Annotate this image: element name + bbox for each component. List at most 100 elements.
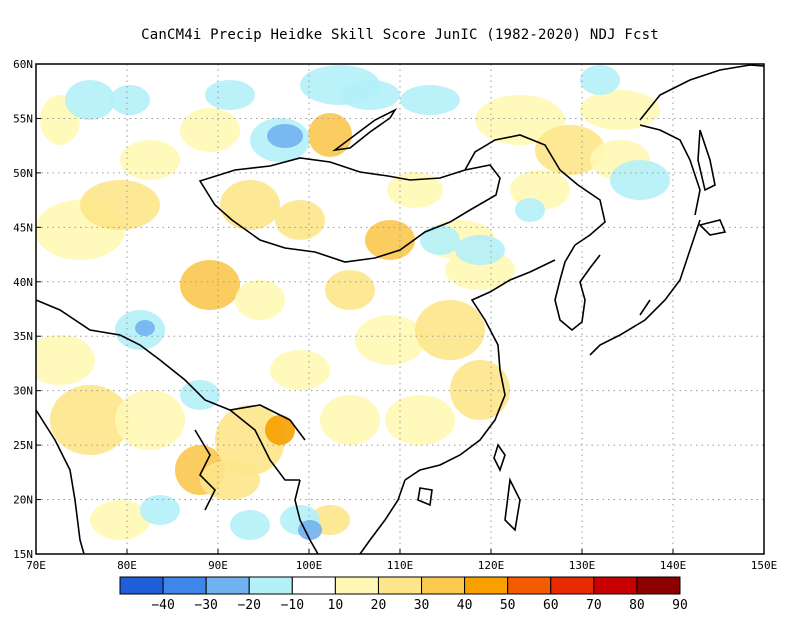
far-east-coast <box>639 64 764 216</box>
colorbar-swatch <box>593 576 638 595</box>
skill-contour-patch <box>80 180 160 230</box>
skill-field <box>36 65 670 540</box>
lat-tick-label: 55N <box>13 112 33 125</box>
skill-contour-patch <box>275 200 325 240</box>
taiwan <box>493 443 506 473</box>
skill-contour-patch <box>475 95 565 145</box>
lat-tick-label: 20N <box>13 494 33 507</box>
skill-contour-patch <box>580 65 620 95</box>
colorbar-swatch <box>119 576 164 595</box>
colorbar-labels: −40 −30 −20 −10 10 20 30 40 50 60 70 80 90 <box>151 598 687 613</box>
colorbar-label: 60 <box>543 598 559 613</box>
skill-contour-patch <box>230 510 270 540</box>
skill-contour-patch <box>320 395 380 445</box>
skill-contour-patch <box>135 320 155 336</box>
colorbar-label: 90 <box>672 598 688 613</box>
lat-tick-label: 60N <box>13 58 33 71</box>
lat-tick-label: 40N <box>13 276 33 289</box>
colorbar-swatch <box>248 576 293 595</box>
skill-contour-patch <box>235 280 285 320</box>
lon-tick-label: 140E <box>660 559 687 572</box>
colorbar-label: 80 <box>629 598 645 613</box>
hokkaido-coast <box>698 219 727 236</box>
skill-contour-patch <box>90 500 150 540</box>
coastlines-borders <box>36 64 764 554</box>
skill-contour-patch <box>140 495 180 525</box>
plot-frame <box>35 63 765 555</box>
colorbar-label: 30 <box>414 598 430 613</box>
skill-contour-patch <box>400 85 460 115</box>
grid-lines <box>35 63 765 555</box>
lake-baikal <box>332 108 398 152</box>
skill-contour-patch <box>270 350 330 390</box>
lat-tick-label: 45N <box>13 221 33 234</box>
colorbar-swatch <box>377 576 423 595</box>
lon-tick-label: 120E <box>478 559 505 572</box>
skill-contour-patch <box>205 80 255 110</box>
lon-tick-label: 80E <box>117 559 137 572</box>
colorbar-label: 70 <box>586 598 602 613</box>
skill-contour-patch <box>535 125 605 175</box>
colorbar-label: 10 <box>328 598 344 613</box>
skill-contour-patch <box>365 220 415 260</box>
skill-contour-patch <box>120 140 180 180</box>
lat-tick-label: 15N <box>13 548 33 561</box>
skill-contour-patch <box>415 300 485 360</box>
colorbar-label: 50 <box>500 598 516 613</box>
hainan <box>417 487 433 507</box>
skill-contour-patch <box>65 80 115 120</box>
skill-contour-patch <box>355 315 425 365</box>
skill-contour-patch <box>267 124 303 148</box>
skill-contour-patch <box>450 360 510 420</box>
lon-tick-label: 150E <box>751 559 778 572</box>
sakhalin <box>697 129 716 192</box>
korea-coast <box>554 244 601 332</box>
skill-contour-patch <box>610 160 670 200</box>
mongolia-border <box>198 157 501 263</box>
colorbar-swatch <box>334 576 379 595</box>
skill-contour-patch <box>387 172 443 208</box>
skill-contour-patch <box>220 180 280 230</box>
luzon <box>504 477 521 532</box>
lon-axis: 70E 80E 90E 100E 110E 120E 130E 140E 150E <box>26 559 777 572</box>
skill-contour-patch <box>455 235 505 265</box>
colorbar-label: 20 <box>371 598 387 613</box>
colorbar <box>119 576 681 595</box>
colorbar-swatch <box>291 576 336 595</box>
skill-contour-patch <box>308 113 352 157</box>
lat-tick-label: 50N <box>13 167 33 180</box>
colorbar-swatch <box>205 576 250 595</box>
china-coast <box>404 259 556 481</box>
skill-contour-patch <box>385 395 455 445</box>
lon-tick-label: 100E <box>296 559 323 572</box>
skill-contour-patch <box>36 335 95 385</box>
india-border <box>36 299 306 441</box>
lat-tick-label: 25N <box>13 439 33 452</box>
skill-contour-patch <box>180 260 240 310</box>
colorbar-swatch <box>464 576 509 595</box>
lat-tick-label: 30N <box>13 385 33 398</box>
lon-tick-label: 110E <box>387 559 414 572</box>
skill-contour-patch <box>50 385 130 455</box>
colorbar-label: −40 <box>151 598 174 613</box>
lon-tick-label: 90E <box>208 559 228 572</box>
skill-contour-patch <box>420 225 460 255</box>
skill-contour-patch <box>298 520 322 540</box>
lat-tick-label: 35N <box>13 330 33 343</box>
skill-contour-patch <box>340 80 400 110</box>
skill-contour-patch <box>325 270 375 310</box>
skill-contour-patch <box>515 198 545 222</box>
skill-contour-patch <box>115 390 185 450</box>
lon-tick-label: 130E <box>569 559 596 572</box>
myanmar-border <box>229 409 300 481</box>
colorbar-swatch <box>421 576 466 595</box>
colorbar-swatch <box>636 576 681 595</box>
lon-tick-label: 70E <box>26 559 46 572</box>
india-west-coast <box>36 409 85 554</box>
sea-coast <box>359 479 406 554</box>
japan-coast <box>589 219 701 356</box>
lat-axis: 15N 20N 25N 30N 35N 40N 45N 50N 55N 60N <box>13 58 33 561</box>
skill-contour-patch <box>110 85 150 115</box>
colorbar-label: 40 <box>457 598 473 613</box>
